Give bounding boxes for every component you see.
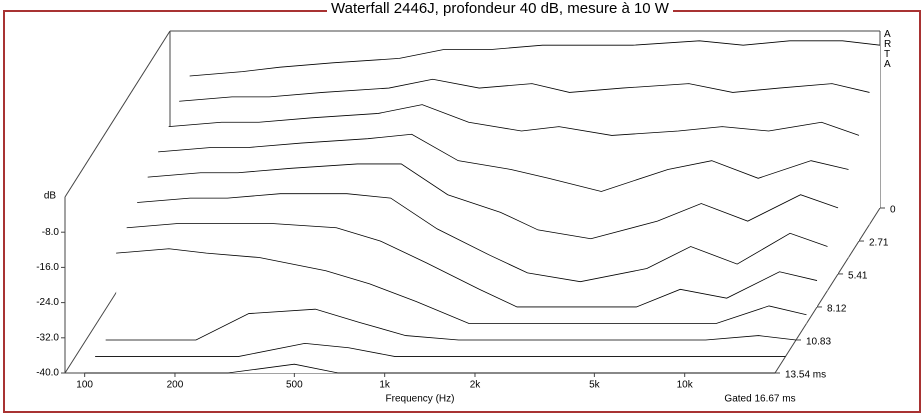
x-tick-label: 10k [677, 380, 694, 391]
slice-line [179, 78, 870, 102]
y-tick-label: -40.0 [36, 368, 59, 379]
slice-fill [95, 343, 786, 357]
x-tick-label: 200 [167, 380, 184, 391]
slice-fill [84, 364, 775, 373]
x-tick-label: 5k [589, 380, 601, 391]
slice-line [126, 222, 818, 308]
x-tick-label: 1k [379, 380, 391, 391]
t-tick-label: 8.12 [827, 304, 847, 315]
slice-line [158, 133, 849, 192]
y-axis-label: dB [44, 191, 57, 202]
slice-fill [105, 309, 797, 340]
title-bar: Waterfall 2446J, profondeur 40 dB, mesur… [0, 0, 924, 17]
gate-label: Gated 16.67 ms [724, 394, 795, 405]
t-tick-label: 5.41 [848, 271, 868, 282]
y-tick-label: -32.0 [36, 332, 59, 343]
chart-title: Waterfall 2446J, profondeur 40 dB, mesur… [327, 0, 673, 17]
x-tick-label: 500 [286, 380, 303, 391]
slice-line [116, 248, 807, 324]
x-axis-label: Frequency (Hz) [386, 394, 455, 405]
slice-line [147, 163, 839, 240]
slice-line [137, 193, 828, 283]
slice-line [84, 363, 775, 374]
x-tick-label: 100 [76, 380, 93, 391]
slice-fill [116, 248, 807, 324]
slice-line [95, 342, 786, 357]
t-tick-label: 10.83 [806, 337, 831, 348]
x-tick-label: 2k [470, 380, 482, 391]
watermark: ARTA [884, 29, 892, 70]
t-tick-label: 13.54 ms [785, 370, 826, 381]
y-tick-label: -16.0 [36, 262, 59, 273]
t-tick-label: 2.71 [869, 238, 889, 249]
slice-line [105, 308, 797, 341]
slice-line [189, 40, 881, 77]
y-tick-label: -24.0 [36, 297, 59, 308]
slice-line [168, 104, 860, 136]
t-tick-label: 0 [890, 205, 896, 216]
y-tick-label: -8.0 [42, 227, 60, 238]
